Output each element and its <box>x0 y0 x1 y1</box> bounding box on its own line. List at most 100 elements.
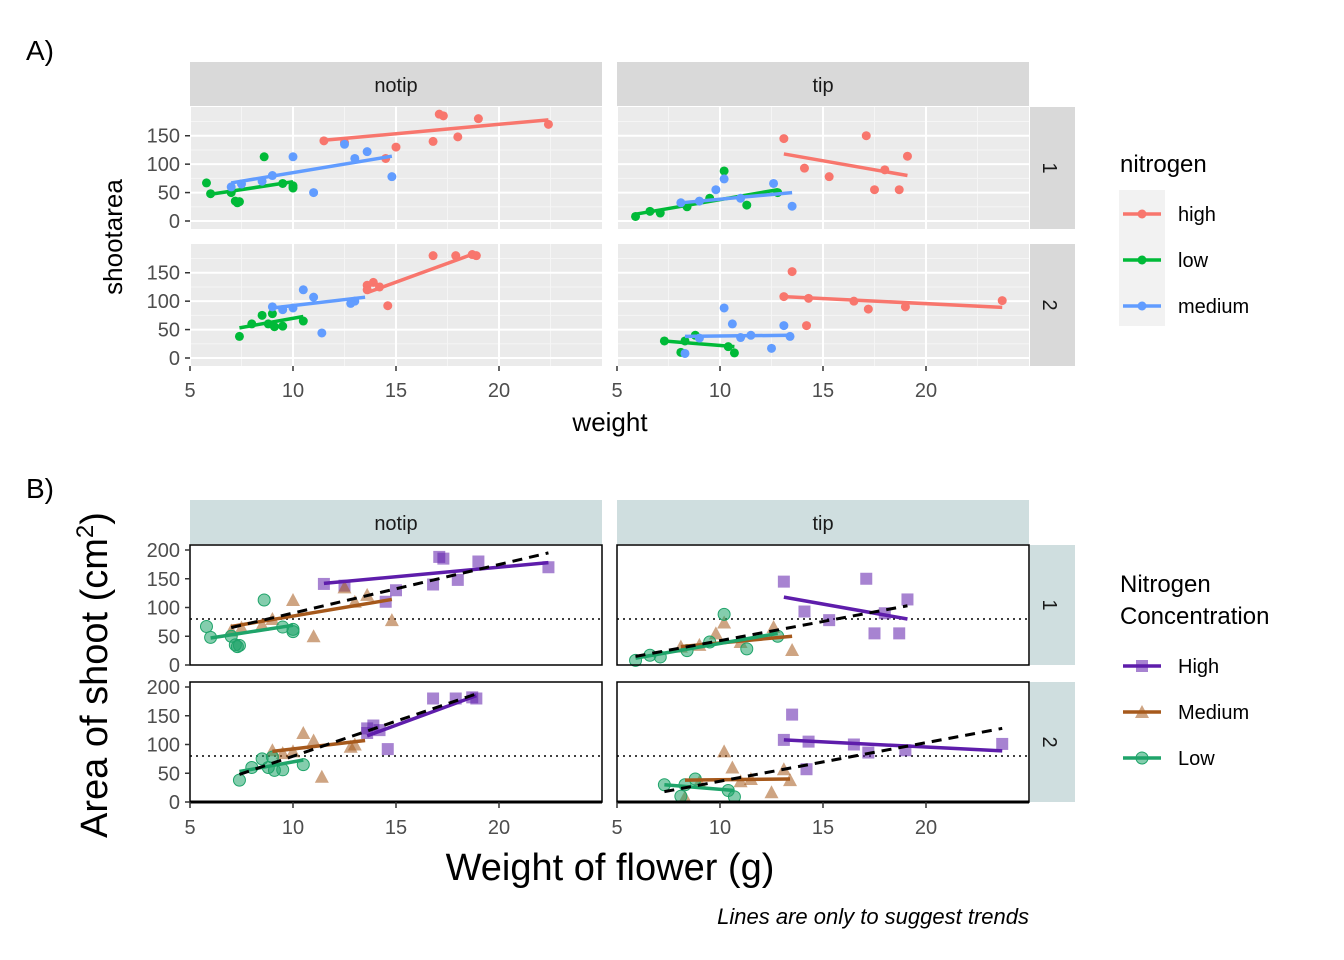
data-point-high <box>802 321 812 331</box>
y-tick-label: 150 <box>147 126 180 148</box>
trend-line-high <box>323 118 549 143</box>
x-tick-label: 20 <box>915 817 937 839</box>
data-point-High <box>451 573 464 586</box>
x-tick-label: 20 <box>915 380 937 402</box>
y-tick-label: 100 <box>147 735 180 757</box>
y-tick-label: 200 <box>147 677 180 699</box>
data-point-high <box>900 302 910 312</box>
data-point-High <box>996 737 1009 750</box>
overall-trend-line <box>230 551 549 630</box>
data-point-medium <box>719 303 729 313</box>
data-point-medium <box>711 185 721 195</box>
data-point-High <box>777 575 790 588</box>
data-point-High <box>381 743 394 756</box>
panel-tag-a: A) <box>26 35 54 66</box>
trend-line-high <box>783 294 1003 310</box>
legend-marker-High <box>1136 660 1148 672</box>
legend-label-Low: Low <box>1178 748 1215 770</box>
legend-point-low <box>1137 255 1147 265</box>
data-point-Medium <box>275 746 290 760</box>
panel-b-tip-2 <box>616 681 1030 804</box>
x-axis-title-a: weight <box>571 407 648 437</box>
data-point-high <box>870 185 879 195</box>
trend-line-low <box>239 314 304 330</box>
legend-point-medium <box>1137 301 1147 311</box>
overall-trend-line <box>238 692 477 776</box>
data-point-medium <box>362 147 372 157</box>
data-point-Low <box>674 789 688 803</box>
panel-border <box>616 544 1030 666</box>
data-point-low <box>742 200 752 210</box>
facet-strip-tip <box>617 500 1029 544</box>
y-tick-label: 50 <box>158 320 180 342</box>
data-point-low <box>201 178 211 188</box>
facet-strip-tip <box>617 62 1029 106</box>
data-point-medium <box>787 201 797 211</box>
data-point-Low <box>232 773 246 787</box>
facet-label-notip: notip <box>374 513 417 535</box>
y-tick-label: 0 <box>169 792 180 814</box>
row-strip-1 <box>1030 107 1075 229</box>
legend-marker-Low <box>1135 751 1149 765</box>
panel-b-tip-1 <box>616 544 1030 667</box>
trend-line-Medium <box>230 597 393 629</box>
data-point-low <box>234 331 244 341</box>
data-point-Medium <box>306 733 321 747</box>
legend-title-b-line1: Nitrogen <box>1120 571 1211 598</box>
data-point-medium <box>317 328 327 338</box>
y-axis-title-b: Area of shoot (cm2) <box>72 512 116 838</box>
data-point-Low <box>257 593 271 607</box>
y-tick-label: 150 <box>147 706 180 728</box>
row-label-2: 2 <box>1038 299 1060 310</box>
y-tick-label: 100 <box>147 154 180 176</box>
panel-a-notip-2 <box>189 244 602 366</box>
facet-strip-notip <box>190 500 602 544</box>
trend-line-medium <box>272 295 366 310</box>
data-point-Medium <box>337 580 352 594</box>
x-tick-label: 5 <box>184 380 195 402</box>
row-label-1: 1 <box>1038 162 1060 173</box>
panel-a-notip-1 <box>189 107 602 229</box>
data-point-high <box>428 136 438 146</box>
y-tick-label: 0 <box>169 655 180 677</box>
y-tick-label: 0 <box>169 211 180 233</box>
y-axis-title-a: shootarea <box>98 179 128 295</box>
data-point-high <box>863 304 873 314</box>
trend-line-High <box>783 738 1003 753</box>
y-axis-title-main: Area of shoot (cm <box>74 538 116 838</box>
trend-line-Low <box>210 623 294 640</box>
data-point-medium <box>767 343 776 353</box>
data-point-Low <box>717 607 731 621</box>
x-tick-label: 15 <box>385 380 407 402</box>
data-point-low <box>234 197 244 207</box>
x-tick-label: 10 <box>709 817 731 839</box>
trend-line-High <box>366 693 477 738</box>
data-point-low <box>267 309 277 319</box>
data-point-high <box>428 251 438 261</box>
data-point-high <box>543 119 553 129</box>
data-point-Medium <box>725 760 740 774</box>
data-point-high <box>368 277 378 287</box>
row-label-2: 2 <box>1038 736 1060 747</box>
legend-title-a: nitrogen <box>1120 151 1207 178</box>
data-point-Medium <box>234 620 249 634</box>
panel-b-notip-1 <box>189 544 603 666</box>
panel-a-tip-1 <box>616 107 1029 229</box>
data-point-medium <box>346 298 356 308</box>
data-point-High <box>427 692 440 705</box>
data-point-medium <box>309 292 319 302</box>
panel-b-notip-2 <box>189 681 603 803</box>
y-tick-label: 100 <box>147 291 180 313</box>
y-tick-label: 200 <box>147 540 180 562</box>
data-point-medium <box>288 152 298 162</box>
y-axis-title-close: ) <box>74 512 116 525</box>
panel-tag-b: B) <box>26 473 54 504</box>
data-point-high <box>861 131 871 141</box>
data-point-high <box>787 267 797 277</box>
x-tick-label: 15 <box>812 817 834 839</box>
data-point-medium <box>719 174 729 184</box>
data-point-Low <box>740 642 754 656</box>
data-point-High <box>786 708 799 721</box>
x-tick-label: 20 <box>488 817 510 839</box>
